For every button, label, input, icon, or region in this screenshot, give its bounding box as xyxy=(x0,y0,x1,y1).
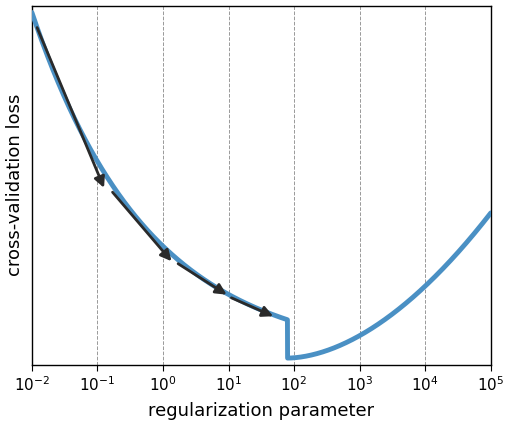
Y-axis label: cross-validation loss: cross-validation loss xyxy=(6,94,23,276)
X-axis label: regularization parameter: regularization parameter xyxy=(148,403,374,420)
